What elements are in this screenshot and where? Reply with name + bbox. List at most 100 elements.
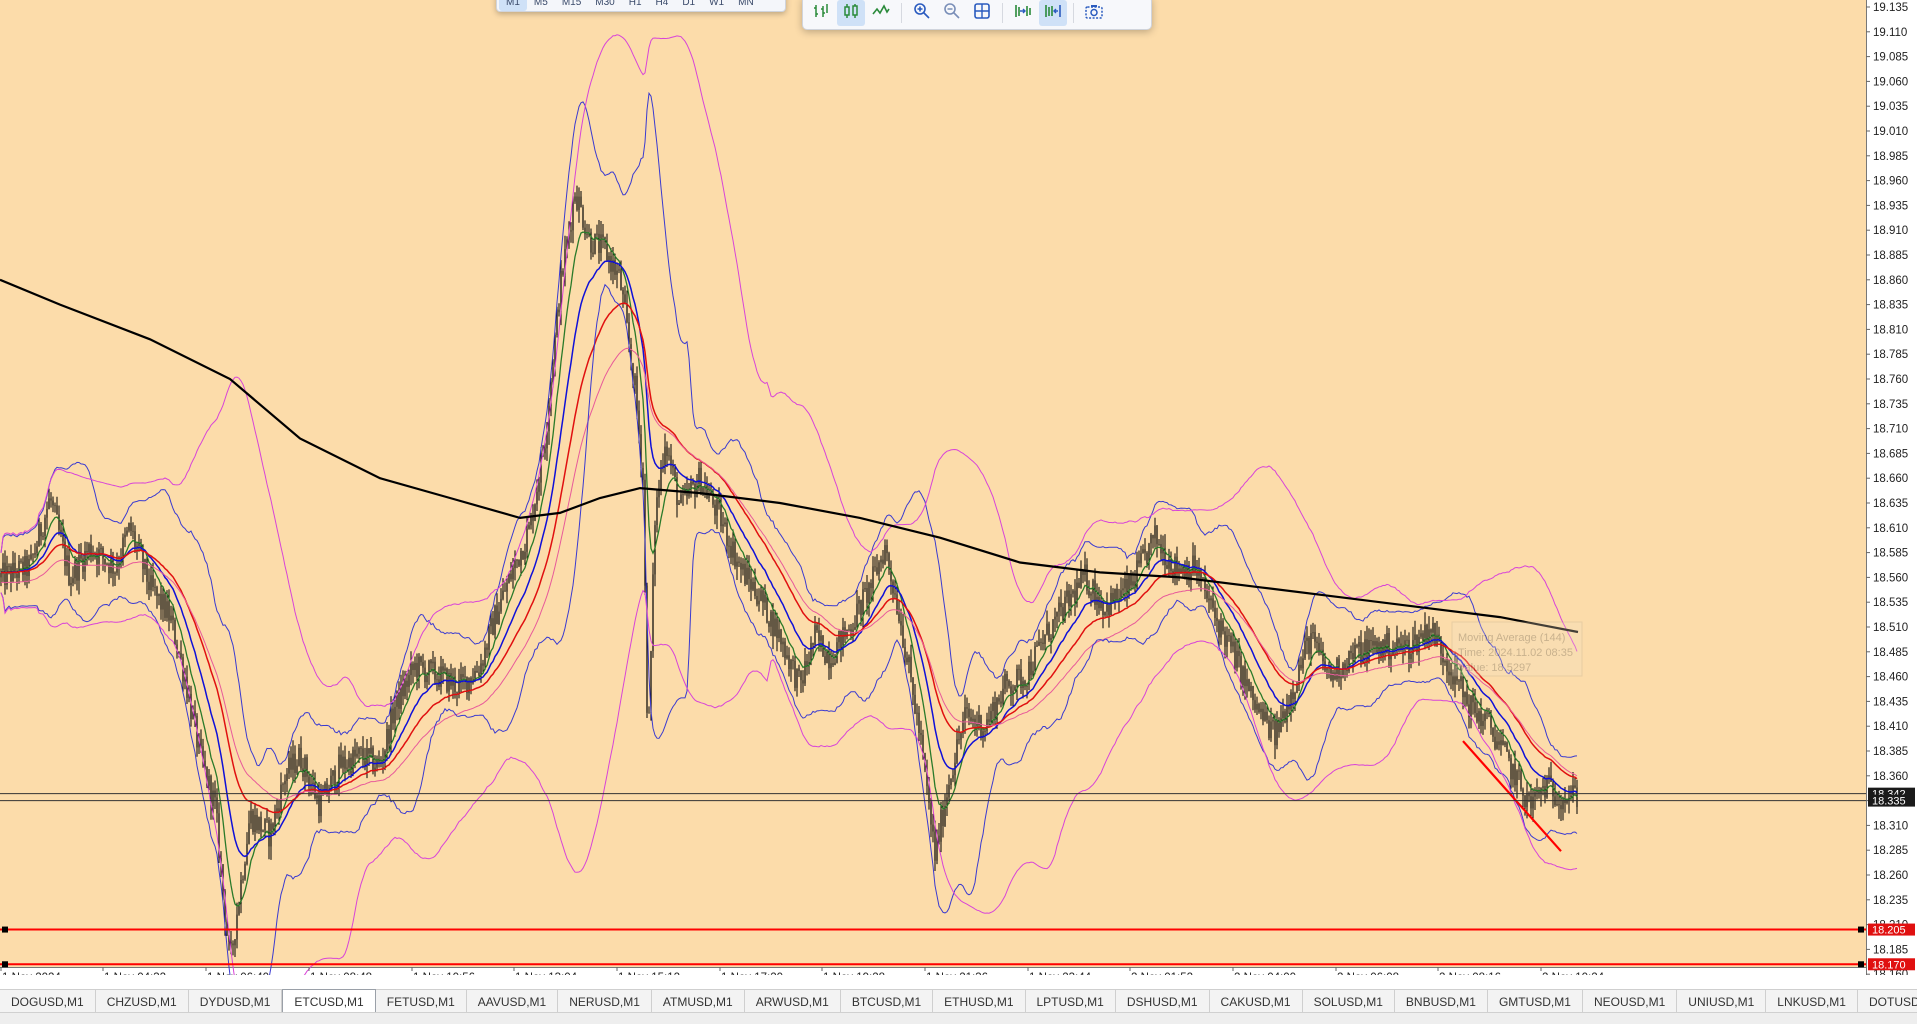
- candle-body: [1548, 775, 1550, 779]
- candle-body: [920, 733, 922, 735]
- candle-body: [386, 728, 388, 751]
- symbol-tab[interactable]: ATMUSD,M1: [652, 990, 745, 1013]
- candle-body: [1306, 637, 1308, 641]
- grid-button[interactable]: [968, 0, 996, 26]
- candle-body: [368, 748, 370, 754]
- symbol-tab[interactable]: CHZUSD,M1: [96, 990, 189, 1013]
- screenshot-button[interactable]: [1080, 0, 1108, 26]
- symbol-tab[interactable]: NEOUSD,M1: [1583, 990, 1678, 1013]
- candle-body: [24, 555, 26, 575]
- candlestick-button[interactable]: [837, 0, 865, 26]
- candle-body: [890, 569, 892, 582]
- symbol-tab[interactable]: GMTUSD,M1: [1488, 990, 1583, 1013]
- candle-body: [1476, 713, 1478, 722]
- ma-144-line: [0, 278, 1579, 634]
- price-chart[interactable]: 19.135 19.110 19.085 19.060 19.035 19.010 18.9…: [0, 0, 1917, 975]
- line-chart-button[interactable]: [867, 0, 895, 26]
- symbol-tab[interactable]: DSHUSD,M1: [1116, 990, 1210, 1013]
- symbol-tab[interactable]: DOTUSD,M1: [1858, 990, 1917, 1013]
- symbol-tab[interactable]: CAKUSD,M1: [1210, 990, 1303, 1013]
- candle-body: [880, 559, 882, 563]
- candle-body: [842, 627, 844, 650]
- candle-body: [594, 233, 596, 254]
- candle-body: [998, 698, 1000, 702]
- candle-body: [406, 680, 408, 687]
- time-axis-label: 1 Nov 17:20: [721, 972, 783, 975]
- candle-body: [208, 775, 210, 786]
- chart-area[interactable]: 19.135 19.110 19.085 19.060 19.035 19.010 18.9…: [0, 0, 1917, 975]
- candle-body: [292, 753, 294, 770]
- symbol-tab[interactable]: DYDUSD,M1: [189, 990, 283, 1013]
- timeframe-h4-button[interactable]: H4: [655, 0, 669, 8]
- candle-body: [978, 715, 980, 726]
- timeframe-mn-button[interactable]: MN: [738, 0, 754, 8]
- candle-body: [100, 548, 102, 550]
- candle-body: [1002, 688, 1004, 704]
- candle-body: [824, 656, 826, 664]
- candle-body: [808, 662, 810, 666]
- symbol-tab[interactable]: AAVUSD,M1: [467, 990, 559, 1013]
- symbol-tab[interactable]: DOGUSD,M1: [0, 990, 96, 1013]
- candle-body: [1146, 552, 1148, 564]
- candle-body: [1356, 644, 1358, 647]
- timeframe-h1-button[interactable]: H1: [628, 0, 642, 8]
- candle-body: [1288, 705, 1290, 710]
- timeframe-m1-button[interactable]: M1: [499, 0, 527, 11]
- candle-body: [1340, 676, 1342, 679]
- candle-body: [160, 593, 162, 610]
- candle-body: [634, 375, 636, 386]
- candle-body: [444, 668, 446, 671]
- bar-chart-button[interactable]: [807, 0, 835, 26]
- candle-body: [172, 615, 174, 620]
- symbol-tab[interactable]: SOLUSD,M1: [1303, 990, 1395, 1013]
- symbol-tab[interactable]: LNKUSD,M1: [1766, 990, 1858, 1013]
- candle-body: [870, 583, 872, 589]
- candle-body: [60, 529, 62, 534]
- candle-body: [1360, 641, 1362, 663]
- candle-body: [658, 488, 660, 498]
- symbol-tab[interactable]: BNBUSD,M1: [1395, 990, 1488, 1013]
- candle-body: [868, 583, 870, 603]
- symbol-tab[interactable]: NERUSD,M1: [558, 990, 652, 1013]
- zoom-in-button[interactable]: [908, 0, 936, 26]
- candle-body: [260, 816, 262, 832]
- candle-body: [1570, 795, 1572, 798]
- candle-body: [1446, 660, 1448, 672]
- timeframe-m5-button[interactable]: M5: [533, 0, 548, 8]
- candle-body: [46, 509, 48, 518]
- symbol-tab[interactable]: FETUSD,M1: [376, 990, 467, 1013]
- symbol-tab[interactable]: LPTUSD,M1: [1026, 990, 1116, 1013]
- candle-body: [1266, 711, 1268, 721]
- symbol-tab[interactable]: ETCUSD,M1: [282, 989, 376, 1013]
- auto-scroll-button[interactable]: [1009, 0, 1037, 26]
- candle-body: [374, 767, 376, 772]
- symbol-tab[interactable]: BTCUSD,M1: [841, 990, 934, 1013]
- candle-body: [748, 567, 750, 580]
- symbol-tab[interactable]: UNIUSD,M1: [1677, 990, 1767, 1013]
- price-axis-label: 18.385: [1873, 746, 1908, 758]
- candle-body: [154, 586, 156, 588]
- candle-body: [1556, 804, 1558, 806]
- price-axis-label: 18.560: [1873, 572, 1908, 584]
- candle-body: [946, 797, 948, 806]
- candle-body: [878, 562, 880, 575]
- symbol-tab[interactable]: ARWUSD,M1: [745, 990, 841, 1013]
- timeframe-d1-button[interactable]: D1: [682, 0, 696, 8]
- candle-body: [1250, 686, 1252, 692]
- timeframe-m15-button[interactable]: M15: [561, 0, 582, 8]
- candle-body: [342, 756, 344, 768]
- timeframe-m30-button[interactable]: M30: [595, 0, 615, 8]
- candle-body: [1014, 686, 1016, 691]
- chart-shift-button[interactable]: [1039, 0, 1067, 26]
- symbol-tab[interactable]: ETHUSD,M1: [933, 990, 1026, 1013]
- candle-body: [1094, 580, 1096, 605]
- candle-body: [1552, 781, 1554, 797]
- candle-body: [706, 485, 708, 499]
- candle-body: [540, 452, 542, 483]
- candle-body: [1560, 805, 1562, 810]
- time-axis-label: 1 Nov 08:48: [310, 972, 372, 975]
- zoom-out-button[interactable]: [938, 0, 966, 26]
- timeframe-w1-button[interactable]: W1: [709, 0, 725, 8]
- candle-body: [730, 545, 732, 558]
- candle-body: [1410, 653, 1412, 660]
